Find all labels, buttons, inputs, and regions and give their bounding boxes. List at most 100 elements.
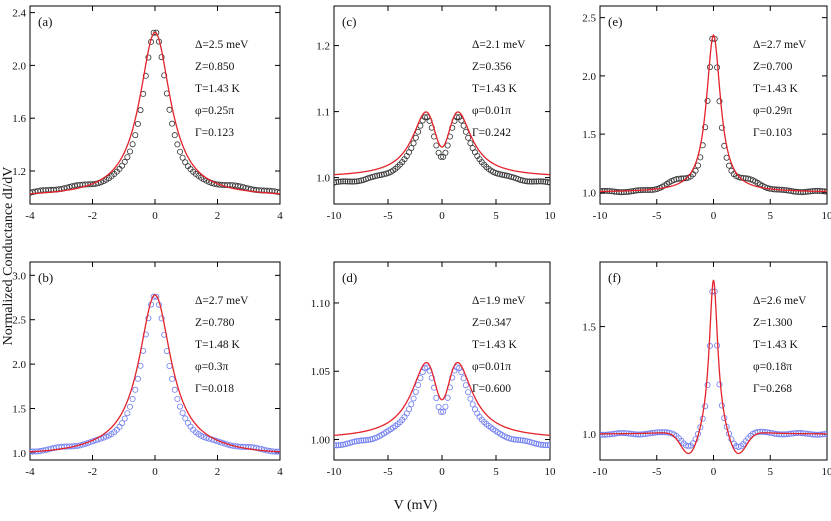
data-point bbox=[200, 433, 207, 440]
param-annotation: Γ=0.123 bbox=[195, 127, 234, 139]
param-annotation: Z=0.780 bbox=[195, 317, 235, 329]
param-annotation: Δ=2.7 meV bbox=[195, 295, 249, 307]
data-point bbox=[444, 142, 451, 149]
data-point bbox=[344, 178, 351, 185]
data-point bbox=[792, 188, 799, 195]
param-annotation: Z=0.347 bbox=[472, 317, 512, 329]
x-tick-label: -4 bbox=[25, 466, 35, 478]
y-tick-label: 1.0 bbox=[12, 448, 26, 460]
data-point bbox=[716, 381, 723, 388]
data-point bbox=[496, 171, 503, 178]
data-point bbox=[362, 437, 369, 444]
param-annotation: φ=0.01π bbox=[472, 361, 511, 373]
data-point bbox=[704, 97, 711, 104]
param-annotation: Z=0.700 bbox=[753, 61, 793, 73]
data-point bbox=[358, 437, 365, 444]
data-point bbox=[353, 438, 360, 445]
param-annotation: Z=0.356 bbox=[472, 61, 512, 73]
data-point bbox=[519, 437, 526, 444]
x-tick-label: 0 bbox=[711, 210, 717, 222]
data-point bbox=[499, 171, 506, 178]
panel-label: (a) bbox=[38, 14, 52, 29]
param-annotation: Z=1.300 bbox=[753, 317, 793, 329]
y-tick-label: 1.2 bbox=[12, 166, 26, 178]
data-point bbox=[704, 382, 711, 389]
data-point bbox=[542, 178, 549, 185]
data-point bbox=[179, 154, 186, 161]
data-point bbox=[337, 442, 344, 449]
data-point bbox=[600, 431, 603, 438]
panel-f: -10 -5 0 5 10 1.0 1.5 (f) Δ=2.6 meV Z=1.300 T=1.43… bbox=[582, 261, 831, 478]
panel-a: -4 -2 0 2 4 1.2 1.6 2.0 2.4 (a) Δ=2.5 meV Z=0.850 T=… bbox=[12, 5, 283, 222]
panel-label: (b) bbox=[38, 270, 53, 285]
data-point bbox=[618, 189, 625, 196]
data-point bbox=[601, 431, 608, 438]
data-point bbox=[369, 173, 376, 180]
data-point bbox=[462, 382, 469, 389]
data-point bbox=[374, 172, 381, 179]
data-point bbox=[127, 403, 134, 410]
x-tick-label: -5 bbox=[652, 210, 662, 222]
data-point bbox=[503, 172, 510, 179]
param-annotation: φ=0.3π bbox=[195, 361, 228, 373]
data-point bbox=[797, 189, 804, 196]
y-tick-label: 2.4 bbox=[12, 8, 26, 20]
data-point bbox=[158, 315, 165, 322]
x-tick-label: 10 bbox=[822, 210, 831, 222]
y-tick-label: 2.5 bbox=[12, 315, 26, 327]
x-tick-label: 5 bbox=[493, 466, 499, 478]
data-point bbox=[444, 394, 451, 401]
data-point bbox=[776, 431, 783, 438]
x-tick-label: 5 bbox=[493, 210, 499, 222]
plot-frame bbox=[599, 261, 828, 461]
data-point bbox=[174, 141, 181, 148]
data-point bbox=[517, 437, 524, 444]
plot-area bbox=[334, 111, 550, 186]
panel-b: -4 -2 0 2 4 1.0 1.5 2.0 2.5 3.0 (b) Δ=2.7 meV Z=0.78… bbox=[12, 261, 283, 478]
x-tick-label: -10 bbox=[593, 210, 608, 222]
y-tick-label: 3.0 bbox=[12, 270, 26, 282]
x-tick-label: 2 bbox=[215, 466, 221, 478]
y-axis-label: Normalized Conductance dI/dV bbox=[1, 166, 16, 346]
data-point bbox=[531, 178, 538, 185]
data-point bbox=[524, 438, 531, 445]
data-point bbox=[635, 431, 642, 438]
param-annotation: Δ=2.7 meV bbox=[753, 39, 807, 51]
data-point bbox=[773, 430, 780, 437]
y-tick-label: 1.5 bbox=[12, 404, 26, 416]
data-point bbox=[421, 114, 428, 121]
y-tick-label: 1.0 bbox=[582, 429, 596, 441]
data-point bbox=[540, 442, 547, 449]
data-point bbox=[137, 107, 144, 114]
param-annotation: φ=0.01π bbox=[472, 105, 511, 117]
data-point bbox=[435, 403, 442, 410]
data-point bbox=[134, 120, 141, 127]
x-tick-label: -2 bbox=[88, 466, 97, 478]
data-point bbox=[678, 175, 685, 182]
data-point bbox=[433, 142, 440, 149]
y-tick-label: 2.0 bbox=[12, 359, 26, 371]
data-point bbox=[100, 434, 107, 441]
data-point bbox=[335, 178, 342, 185]
x-tick-label: -5 bbox=[383, 466, 393, 478]
x-tick-label: 0 bbox=[152, 210, 158, 222]
x-tick-label: -10 bbox=[327, 210, 342, 222]
data-point bbox=[360, 437, 367, 444]
panel-label: (e) bbox=[608, 14, 622, 29]
data-point bbox=[346, 178, 353, 185]
data-point bbox=[469, 401, 476, 408]
data-point bbox=[176, 403, 183, 410]
data-point bbox=[203, 434, 210, 441]
data-point bbox=[134, 375, 141, 382]
x-tick-label: 5 bbox=[768, 466, 774, 478]
plot-area bbox=[600, 279, 827, 455]
data-point bbox=[351, 438, 358, 445]
data-point bbox=[542, 442, 549, 449]
data-point bbox=[406, 406, 413, 413]
data-point bbox=[659, 429, 666, 436]
param-annotation: Δ=1.9 meV bbox=[472, 295, 526, 307]
data-point bbox=[174, 395, 181, 402]
data-point bbox=[510, 436, 517, 443]
data-point bbox=[340, 441, 347, 448]
x-tick-label: -10 bbox=[327, 466, 342, 478]
